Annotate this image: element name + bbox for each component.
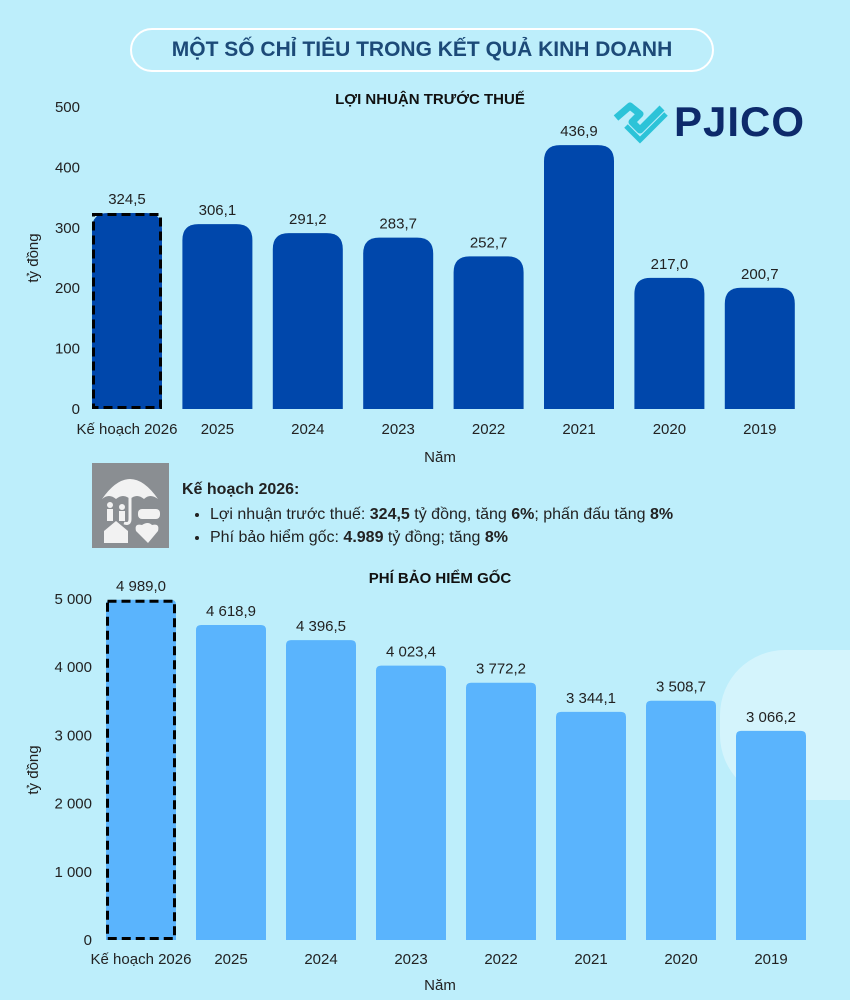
data-label: 200,7 [741,266,779,283]
x-tick-label: 2020 [653,421,686,438]
x-tick-label: 2024 [304,951,337,968]
y-tick-label: 300 [55,220,80,237]
bar [376,665,446,940]
plan-note-text: tỷ đồng, tăng [409,506,512,523]
x-tick-label: 2021 [574,951,607,968]
data-label: 4 396,5 [296,618,346,635]
data-label: 3 772,2 [476,661,526,678]
pjico-logo: PJICO [612,98,805,146]
x-tick-label: Kế hoạch 2026 [77,421,178,438]
x-tick-label: 2019 [743,421,776,438]
data-label: 4 618,9 [206,603,256,620]
y-tick-label: 0 [72,401,80,418]
plan-note-text: 324,5 [369,506,410,523]
x-axis-label: Năm [424,449,456,466]
plan-note-text: ; phấn đấu tăng [534,506,651,523]
data-label: 4 989,0 [116,578,166,595]
data-label: 3 508,7 [656,679,706,696]
x-tick-label: 2022 [484,951,517,968]
plan-note-list: Lợi nhuận trước thuế: 324,5 tỷ đồng, tăn… [190,503,673,549]
y-tick-label: 100 [55,341,80,358]
highlight-dashed-border [92,213,162,409]
data-label: 4 023,4 [386,644,436,661]
chart-title: PHÍ BẢO HIỂM GỐC [369,569,512,587]
x-tick-label: 2023 [382,421,415,438]
page-title: MỘT SỐ CHỈ TIÊU TRONG KẾT QUẢ KINH DOANH [130,28,714,72]
data-label: 217,0 [651,256,689,273]
x-tick-label: 2024 [291,421,324,438]
data-label: 436,9 [560,123,598,140]
x-tick-label: 2025 [214,951,247,968]
y-tick-label: 3 000 [54,727,92,744]
plan-note-title: Kế hoạch 2026: [182,481,300,498]
bar [634,277,705,409]
data-label: 3 066,2 [746,709,796,726]
plan-note-item: Lợi nhuận trước thuế: 324,5 tỷ đồng, tăn… [210,503,673,526]
data-label: 291,2 [289,211,327,228]
bar [453,256,524,409]
plan-note-text: Lợi nhuận trước thuế: [210,506,370,523]
bar [736,730,806,940]
bar [724,287,795,409]
insurance-umbrella-family-icon [92,463,169,548]
x-tick-label: 2021 [562,421,595,438]
bar [466,682,536,940]
y-tick-label: 4 000 [54,659,92,676]
plan-note-text: 8% [650,506,674,523]
y-tick-label: 500 [55,99,80,116]
data-label: 252,7 [470,234,508,251]
bar [544,145,614,409]
x-axis-label: Năm [424,977,456,994]
y-tick-label: 1 000 [54,864,92,881]
x-tick-label: 2025 [201,421,234,438]
bar [196,624,266,940]
plan-note-text: tỷ đồng; tăng [383,529,485,546]
plan-note-text: 4.989 [343,529,384,546]
y-tick-label: 5 000 [54,591,92,608]
bar [646,700,716,940]
y-axis-label: tỷ đồng [25,745,42,794]
y-tick-label: 0 [84,932,92,949]
highlight-dashed-border [106,599,176,940]
logo-text: PJICO [674,98,806,145]
x-tick-label: 2020 [664,951,697,968]
chart-title: LỢI NHUẬN TRƯỚC THUẾ [335,90,525,108]
y-axis-label: tỷ đồng [25,233,42,282]
plan-note-text: 8% [484,529,508,546]
bar [363,237,434,409]
y-tick-label: 200 [55,280,80,297]
data-label: 306,1 [199,202,237,219]
x-tick-label: 2019 [754,951,787,968]
bar [106,599,176,940]
y-tick-label: 2 000 [54,796,92,813]
data-label: 283,7 [379,216,417,233]
x-tick-label: 2022 [472,421,505,438]
x-tick-label: 2023 [394,951,427,968]
bar [556,711,626,940]
bar [182,224,253,409]
data-label: 3 344,1 [566,690,616,707]
bar [92,213,162,409]
y-tick-label: 400 [55,159,80,176]
plan-note-text: 6% [511,506,535,523]
plan-note-text: Phí bảo hiểm gốc: [210,529,344,546]
x-tick-label: Kế hoạch 2026 [91,951,192,968]
bar [286,640,356,940]
bar [272,233,343,409]
plan-note-item: Phí bảo hiểm gốc: 4.989 tỷ đồng; tăng 8% [210,526,673,549]
pjico-mark-icon [613,102,668,144]
data-label: 324,5 [108,191,146,208]
